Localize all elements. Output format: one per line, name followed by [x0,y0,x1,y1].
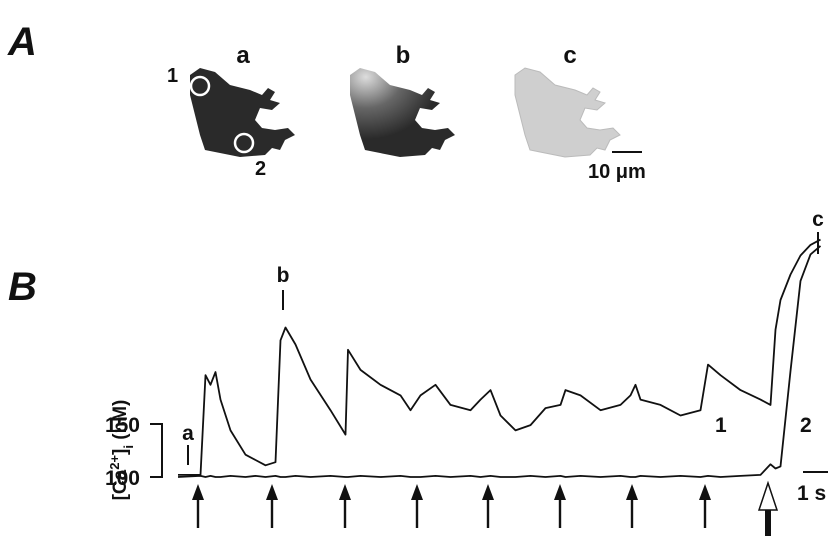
cell-image [350,68,455,157]
stimulus-arrow [411,484,423,528]
trace [178,238,821,476]
y-label-part: [Ca [110,469,131,500]
stimulus-arrow [554,484,566,528]
stimulus-bar [765,510,771,536]
stimulus-arrow [699,484,711,528]
trace-label: 2 [800,414,812,437]
panel-label: A [7,20,37,64]
marker-label: a [182,422,194,445]
marker-label: b [277,264,290,287]
roi-label: 2 [255,158,266,180]
y-tick-label: 100 [105,467,140,490]
y-label-part: ] [110,449,131,455]
stimulus-arrow-open [757,480,779,511]
roi-circle [189,75,211,97]
roi-circle [233,132,255,154]
y-label-part: i [121,445,136,449]
stimulus-arrow [339,484,351,528]
image-label: a [236,42,250,69]
image-label: c [563,42,576,69]
cell-image [190,68,295,157]
y-label-part: (nM) [110,400,131,445]
panel-label: B [8,265,37,309]
trace [177,245,822,478]
trace-label: 1 [715,414,727,437]
stimulus-arrow [482,484,494,528]
y-tick-label: 150 [105,414,140,437]
time-scale-label: 1 s [797,482,826,505]
y-axis-label: [Ca2+]i (nM) [107,400,136,501]
cell-image [514,67,621,158]
marker-label: c [812,208,824,231]
scale-label: 10 μm [588,161,646,183]
y-label-part: 2+ [107,455,122,470]
stimulus-arrow [192,484,204,528]
image-label: b [396,42,411,69]
stimulus-arrow [266,484,278,528]
roi-label: 1 [167,65,178,87]
stimulus-arrow [626,484,638,528]
